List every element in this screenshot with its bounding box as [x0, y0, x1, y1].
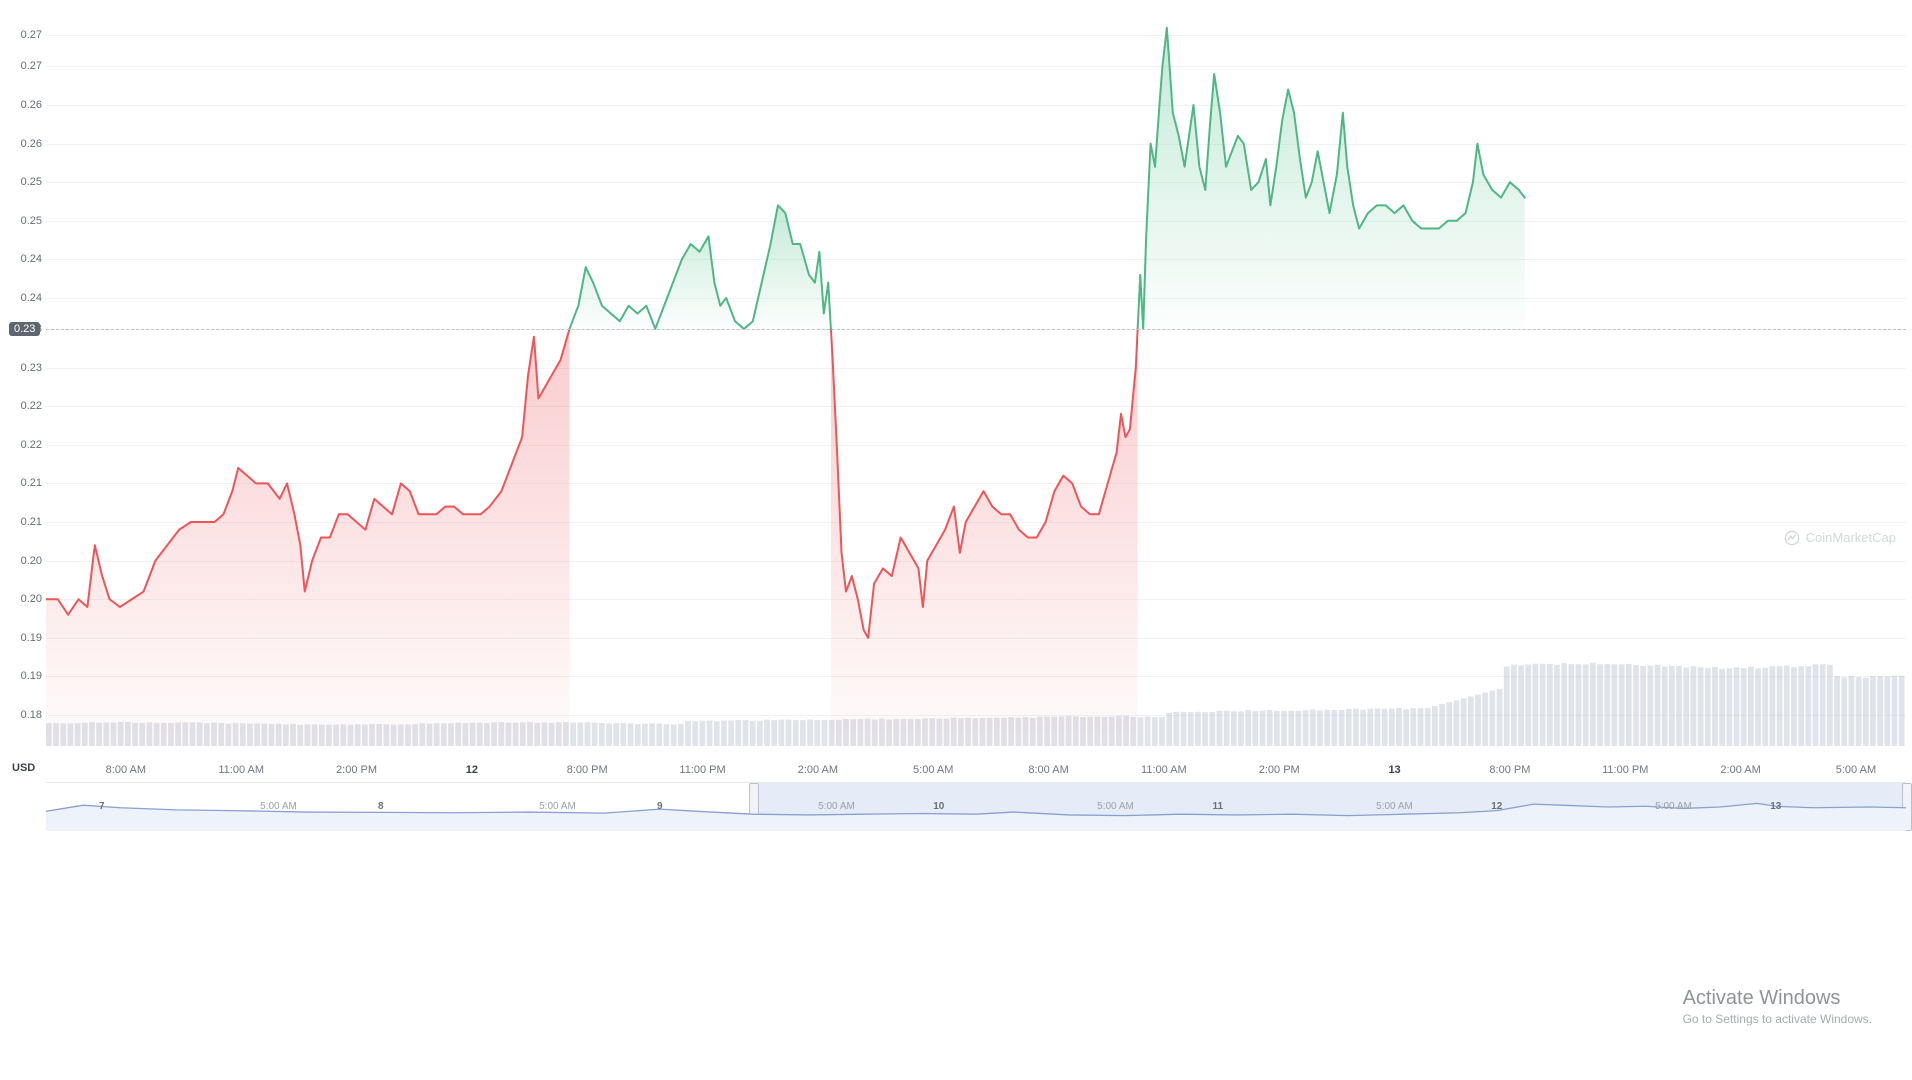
range-tick-label: 13	[1770, 801, 1781, 812]
y-tick-label: 0.24	[21, 292, 42, 304]
x-tick-label: 8:00 AM	[106, 764, 146, 776]
price-chart[interactable]: 0.27 0.27 0.26 0.26 0.25 0.25 0.24 0.24 0.23 0.23…	[0, 0, 1912, 1080]
y-tick-label: 0.20	[21, 555, 42, 567]
y-tick-label: 0.27	[21, 29, 42, 41]
x-tick-label: 2:00 AM	[798, 764, 838, 776]
x-tick-label: 5:00 AM	[1836, 764, 1876, 776]
y-tick-label: 0.25	[21, 176, 42, 188]
watermark: CoinMarketCap	[1784, 530, 1896, 546]
x-tick-label: 11:00 AM	[1141, 764, 1187, 776]
range-tick-label: 5:00 AM	[1097, 801, 1134, 812]
y-tick-label: 0.22	[21, 400, 42, 412]
x-tick-label: 11:00 PM	[679, 764, 725, 776]
reference-line	[46, 329, 1906, 330]
range-tick-label: 5:00 AM	[539, 801, 576, 812]
range-tick-label: 8	[378, 801, 384, 812]
currency-label: USD	[12, 762, 35, 774]
reference-badge: 0.23	[9, 322, 40, 336]
y-tick-label: 0.18	[21, 709, 42, 721]
range-tick-label: 9	[657, 801, 663, 812]
x-tick-label: 8:00 AM	[1028, 764, 1068, 776]
coinmarketcap-icon	[1784, 530, 1800, 546]
x-tick-label: 11:00 PM	[1602, 764, 1648, 776]
y-tick-label: 0.19	[21, 670, 42, 682]
y-tick-label: 0.25	[21, 215, 42, 227]
x-tick-label: 13	[1388, 764, 1400, 776]
x-tick-label: 5:00 AM	[913, 764, 953, 776]
x-tick-label: 8:00 PM	[1489, 764, 1530, 776]
y-tick-label: 0.21	[21, 516, 42, 528]
range-slider[interactable]: 7 5:00 AM 8 5:00 AM 9 5:00 AM 10 5:00 AM 11 5:00 …	[46, 782, 1906, 831]
x-tick-label: 2:00 PM	[1259, 764, 1300, 776]
activate-sub: Go to Settings to activate Windows.	[1683, 1012, 1872, 1026]
range-tick-label: 5:00 AM	[818, 801, 855, 812]
range-tick-label: 5:00 AM	[1655, 801, 1692, 812]
y-tick-label: 0.27	[21, 60, 42, 72]
range-tick-label: 11	[1213, 801, 1224, 812]
y-tick-label: 0.19	[21, 632, 42, 644]
chart-svg	[46, 0, 1906, 748]
y-tick-label: 0.26	[21, 138, 42, 150]
windows-activate-overlay: Activate Windows Go to Settings to activ…	[1683, 987, 1872, 1026]
range-mini-chart	[46, 783, 1906, 831]
y-tick-label: 0.22	[21, 439, 42, 451]
range-tick-label: 5:00 AM	[1376, 801, 1413, 812]
x-tick-label: 2:00 PM	[336, 764, 377, 776]
x-tick-label: 2:00 AM	[1720, 764, 1760, 776]
x-tick-label: 12	[466, 764, 478, 776]
watermark-text: CoinMarketCap	[1806, 530, 1896, 545]
x-tick-label: 11:00 AM	[218, 764, 264, 776]
activate-title: Activate Windows	[1683, 987, 1872, 1010]
range-tick-label: 10	[933, 801, 944, 812]
range-tick-label: 12	[1491, 801, 1502, 812]
range-tick-label: 7	[99, 801, 105, 812]
y-tick-label: 0.21	[21, 477, 42, 489]
y-tick-label: 0.24	[21, 253, 42, 265]
x-tick-label: 8:00 PM	[567, 764, 608, 776]
y-tick-label: 0.26	[21, 99, 42, 111]
range-tick-label: 5:00 AM	[260, 801, 297, 812]
y-tick-label: 0.23	[21, 362, 42, 374]
y-tick-label: 0.20	[21, 593, 42, 605]
